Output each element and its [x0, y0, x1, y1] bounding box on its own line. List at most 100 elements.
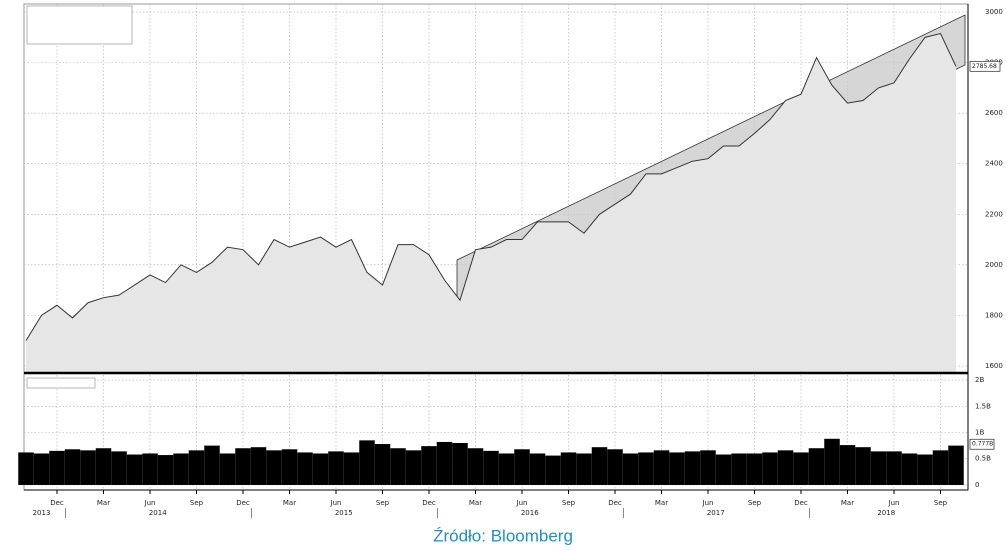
y-tick-label: 2000 [985, 261, 1003, 269]
y-tick-label: 1B [975, 429, 984, 437]
volume-bar [374, 444, 391, 485]
volume-bar [95, 448, 112, 485]
year-label: 2015 [335, 509, 353, 517]
y-tick-label: 2400 [985, 160, 1003, 168]
x-tick-label: Jun [516, 499, 528, 507]
volume-bar [390, 448, 406, 485]
volume-bar [684, 451, 701, 485]
volume-bar [839, 445, 856, 485]
volume-bar [607, 449, 623, 485]
x-tick-label: Jun [888, 499, 900, 507]
x-tick-label: Sep [748, 499, 762, 507]
volume-bar [917, 454, 933, 485]
volume-bar [188, 450, 205, 485]
volume-bar [312, 453, 329, 485]
volume-bar [545, 455, 561, 485]
volume-bar [808, 448, 825, 485]
volume-bar [250, 447, 267, 485]
volume-bar [297, 452, 313, 485]
volume-bar [793, 452, 809, 485]
volume-bar [746, 453, 763, 485]
x-tick-label: Jun [330, 499, 342, 507]
y-tick-label: 2600 [985, 109, 1003, 117]
x-tick-label: Dec [236, 499, 250, 507]
volume-bar [715, 454, 732, 485]
volume-bar [591, 447, 608, 485]
volume-bar [405, 450, 422, 485]
volume-bar [622, 453, 639, 485]
volume-bar [328, 451, 344, 485]
volume-tag [969, 438, 995, 450]
y-tick-label: 0 [975, 481, 979, 489]
volume-legend-box [26, 377, 96, 389]
volume-bar [281, 449, 298, 485]
volume-bar [436, 441, 453, 485]
volume-bar [421, 446, 437, 485]
price-line [25, 32, 957, 341]
volume-bar [111, 451, 127, 485]
x-tick-label: Mar [97, 499, 110, 507]
year-label: 2014 [149, 509, 167, 517]
volume-bar [452, 442, 468, 485]
volume-bar [126, 454, 143, 485]
year-label: 2017 [707, 509, 725, 517]
y-tick-label: 2200 [985, 210, 1003, 218]
source: Źródło: Bloomberg [433, 526, 573, 545]
year-label: 2018 [877, 509, 895, 517]
volume-bar [855, 447, 871, 485]
volume-bar [669, 452, 685, 485]
volume-bar [18, 452, 34, 485]
volume-bar [204, 445, 220, 485]
volume-bar [49, 450, 65, 485]
year-label: 2016 [521, 509, 539, 517]
volume-tag-label: 0.777B [972, 441, 993, 448]
volume-bar [219, 453, 236, 485]
volume-bar [483, 450, 499, 485]
volume-bar [157, 455, 174, 485]
volume-bar [932, 450, 949, 485]
volume-bar [467, 448, 484, 485]
volume-bar [514, 449, 530, 485]
year-label: 2013 [33, 509, 51, 517]
volume-bar [529, 453, 546, 485]
volume-bar [638, 452, 654, 485]
x-tick-label: Dec [794, 499, 808, 507]
x-tick-label: Mar [283, 499, 296, 507]
volume-bar [576, 453, 592, 485]
volume-bar [653, 450, 670, 485]
x-tick-label: Sep [562, 499, 576, 507]
legend-box [26, 5, 133, 45]
x-tick-label: Dec [50, 499, 64, 507]
volume-bar [80, 450, 96, 485]
y-tick-label: 3000 [985, 8, 1003, 16]
last-price-tag [969, 60, 1001, 72]
volume-bar [498, 453, 515, 485]
volume-bar [359, 440, 375, 485]
y-tick-label: 1800 [985, 311, 1003, 319]
y-tick-label: 2B [975, 376, 984, 384]
volume-bar [886, 451, 902, 485]
x-tick-label: Sep [190, 499, 204, 507]
volume-bar [731, 453, 747, 485]
y-tick-label: 1.5B [975, 402, 991, 410]
x-tick-label: Mar [469, 499, 482, 507]
x-tick-label: Sep [934, 499, 948, 507]
volume-bar [33, 453, 50, 485]
volume-bar [142, 453, 158, 485]
volume-bar [64, 449, 81, 485]
x-tick-label: Sep [376, 499, 390, 507]
x-tick-label: Mar [841, 499, 854, 507]
volume-bar [266, 450, 282, 485]
x-tick-label: Mar [655, 499, 668, 507]
volume-bar [948, 445, 964, 485]
y-tick-label: 1600 [985, 362, 1003, 370]
volume-bar [901, 453, 918, 485]
last-price-tag-label: 2785.68 [972, 63, 997, 70]
volume-bar [824, 438, 840, 485]
price-area [26, 33, 956, 372]
x-tick-label: Jun [144, 499, 156, 507]
volume-bar [762, 452, 778, 485]
x-tick-label: Jun [702, 499, 714, 507]
y-tick-label: 0.5B [975, 455, 991, 463]
